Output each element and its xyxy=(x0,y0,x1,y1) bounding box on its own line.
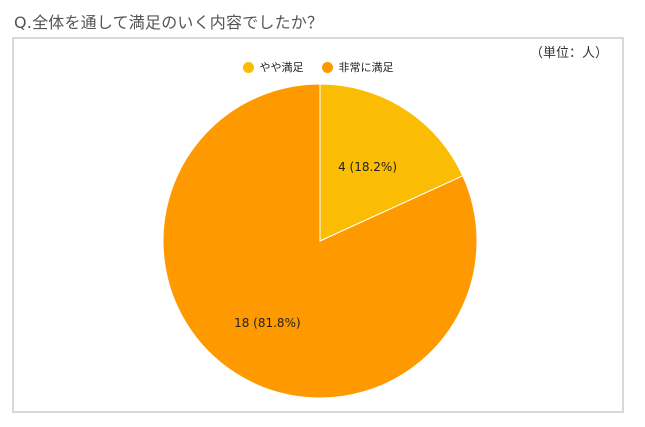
pie-chart-panel: （単位：人） やや満足 非常に満足 4 (18.2%) 18 (81.8%) xyxy=(12,37,624,413)
legend-label-very-satisfied: 非常に満足 xyxy=(338,61,394,74)
unit-label: （単位：人） xyxy=(529,46,608,61)
legend-item-slightly-satisfied: やや満足 xyxy=(242,59,304,75)
pie-slice-very-satisfied xyxy=(162,83,478,399)
legend-swatch-slightly-satisfied xyxy=(242,61,254,73)
pie-chart: 4 (18.2%) 18 (81.8%) xyxy=(162,83,478,399)
legend-item-very-satisfied: 非常に満足 xyxy=(321,59,394,75)
pie-slice-slightly-satisfied xyxy=(319,83,464,242)
legend-swatch-very-satisfied xyxy=(321,61,333,73)
slice-label-slightly-satisfied: 4 (18.2%) xyxy=(338,160,397,174)
question-title: Q.全体を通して満足のいく内容でしたか？ xyxy=(14,13,324,32)
legend-label-slightly-satisfied: やや満足 xyxy=(259,61,304,74)
chart-legend: やや満足 非常に満足 xyxy=(14,59,622,75)
slice-label-very-satisfied: 18 (81.8%) xyxy=(234,316,301,330)
